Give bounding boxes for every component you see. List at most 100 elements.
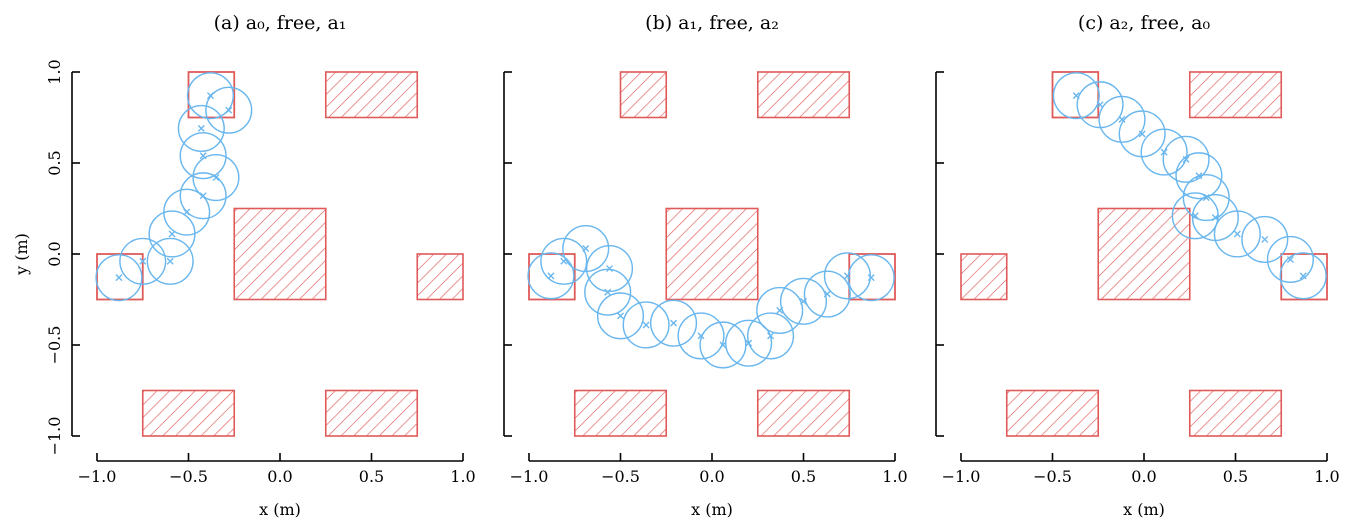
robot-footprint: [177, 104, 225, 152]
x-tick-label: 1.0: [882, 467, 907, 486]
panel-a-title: (a) a₀, free, a₁: [214, 12, 347, 34]
panel-c-plot: −1.0 −0.5 0.0 0.5 1.0: [935, 71, 1340, 486]
robot-center-marker: [843, 272, 851, 280]
robot-center-marker: [1182, 155, 1190, 163]
panel-b-title: (b) a₁, free, a₂: [645, 12, 779, 34]
robot-footprint: [119, 237, 167, 285]
robot-footprint: [179, 132, 227, 180]
obstacle: [1097, 207, 1191, 301]
obstacle: [141, 389, 236, 437]
obstacle: [756, 389, 851, 437]
robot-footprint: [677, 312, 725, 360]
x-tick-label: −0.5: [601, 467, 640, 486]
robot-center-marker: [642, 321, 650, 329]
panel-a: (a) a₀, free, a₁ −1.0 −0.5 0.0 0.5 1.0 −1.0 −0…: [12, 12, 476, 519]
robot-center-marker: [197, 124, 205, 132]
robot-footprint: [540, 237, 588, 285]
robot-footprint: [1279, 252, 1327, 300]
robot-center-marker: [1261, 235, 1269, 243]
panel-b-xlabel: x (m): [691, 500, 733, 519]
obstacle: [324, 71, 419, 119]
robot-footprint: [205, 86, 253, 134]
robot-center-marker: [582, 245, 590, 253]
x-tick-label: 0.5: [791, 467, 816, 486]
obstacle: [665, 207, 759, 301]
robot-footprint: [1052, 72, 1100, 120]
obstacle: [1188, 71, 1283, 119]
goal-region: [1280, 253, 1328, 301]
panel-a-plot: −1.0 −0.5 0.0 0.5 1.0 −1.0 −0.5 0.0 0.5 1.0: [45, 59, 476, 486]
obstacle: [1188, 389, 1283, 437]
robot-footprint: [847, 254, 895, 302]
robot-center-marker: [719, 341, 727, 349]
robot-footprint: [779, 277, 828, 325]
panel-c: (c) a₂, free, a₀ −1.0 −0.5 0.0 0.5 1.0 x (m): [935, 12, 1340, 519]
robot-footprint: [1175, 152, 1223, 200]
x-tick-label: 0.0: [699, 467, 724, 486]
panel-c-xlabel: x (m): [1123, 500, 1165, 519]
robot-center-marker: [139, 257, 147, 265]
y-tick-label: 0.5: [45, 150, 64, 175]
robot-footprint: [1182, 174, 1230, 222]
y-tick-label: −0.5: [45, 326, 64, 365]
robot-footprint: [186, 72, 235, 120]
robot-center-marker: [206, 92, 214, 100]
y-tick-label: 0.0: [45, 241, 64, 266]
robot-center-marker: [617, 312, 624, 320]
panel-b: (b) a₁, free, a₂ −1.0 −0.5 0.0 0.5 1.0 x (m): [503, 12, 908, 519]
robot-footprint: [1162, 135, 1210, 183]
robot-center-marker: [199, 152, 207, 160]
robot-footprint: [803, 270, 851, 318]
robot-center-marker: [767, 332, 775, 340]
robot-footprint: [596, 292, 645, 340]
robot-footprint: [746, 312, 795, 360]
robot-footprint: [584, 268, 632, 316]
robot-center-marker: [606, 265, 614, 273]
robot-footprint: [649, 299, 698, 347]
robot-center-marker: [1138, 130, 1146, 138]
robot-footprint: [95, 254, 143, 302]
robot-center-marker: [604, 288, 612, 296]
goal-region: [528, 253, 576, 301]
robot-center-marker: [1233, 230, 1241, 238]
x-tick-label: −1.0: [510, 467, 549, 486]
obstacle: [1005, 389, 1100, 437]
obstacle: [619, 71, 668, 119]
robot-footprint: [1241, 215, 1289, 264]
robot-footprint: [179, 172, 227, 220]
x-tick-label: −0.5: [1033, 467, 1072, 486]
goal-region: [96, 253, 144, 301]
panel-a-ylabel: y (m): [12, 233, 31, 276]
robot-center-marker: [115, 274, 123, 282]
robot-footprint: [192, 153, 240, 202]
robot-footprint: [585, 244, 634, 293]
robot-footprint: [562, 224, 610, 273]
x-tick-label: −1.0: [942, 467, 981, 486]
robot-footprint: [1213, 210, 1261, 258]
robot-center-marker: [166, 257, 174, 265]
robot-footprint: [1140, 128, 1188, 176]
robot-footprint: [163, 188, 211, 236]
x-tick-label: 0.5: [1223, 467, 1248, 486]
x-tick-label: 0.0: [267, 467, 292, 486]
obstacle: [416, 253, 464, 301]
robot-footprint: [622, 301, 670, 349]
robot-center-marker: [1211, 214, 1219, 222]
obstacle: [324, 389, 419, 437]
robot-center-marker: [823, 290, 831, 298]
obstacle: [960, 253, 1008, 301]
robot-footprint: [1098, 95, 1146, 143]
x-tick-label: 1.0: [1314, 467, 1339, 486]
obstacle: [573, 389, 668, 437]
robot-footprint: [527, 252, 575, 300]
x-tick-label: 0.0: [1131, 467, 1156, 486]
x-tick-label: −1.0: [78, 467, 117, 486]
panel-c-title: (c) a₂, free, a₀: [1078, 12, 1211, 34]
robot-center-marker: [867, 274, 875, 282]
robot-footprint: [756, 286, 804, 334]
robot-center-marker: [1118, 115, 1126, 123]
x-tick-label: 1.0: [450, 467, 475, 486]
robot-center-marker: [670, 319, 678, 327]
panel-a-xlabel: x (m): [259, 500, 301, 519]
